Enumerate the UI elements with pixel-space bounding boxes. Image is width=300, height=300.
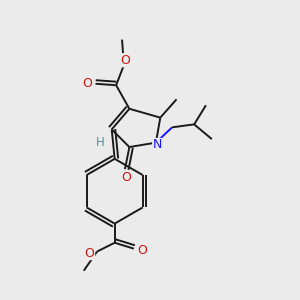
Text: H: H bbox=[96, 136, 104, 149]
Text: O: O bbox=[122, 171, 131, 184]
Text: O: O bbox=[85, 247, 94, 260]
Text: O: O bbox=[120, 54, 130, 67]
Text: O: O bbox=[137, 244, 147, 256]
Text: N: N bbox=[153, 139, 162, 152]
Text: O: O bbox=[82, 77, 92, 90]
